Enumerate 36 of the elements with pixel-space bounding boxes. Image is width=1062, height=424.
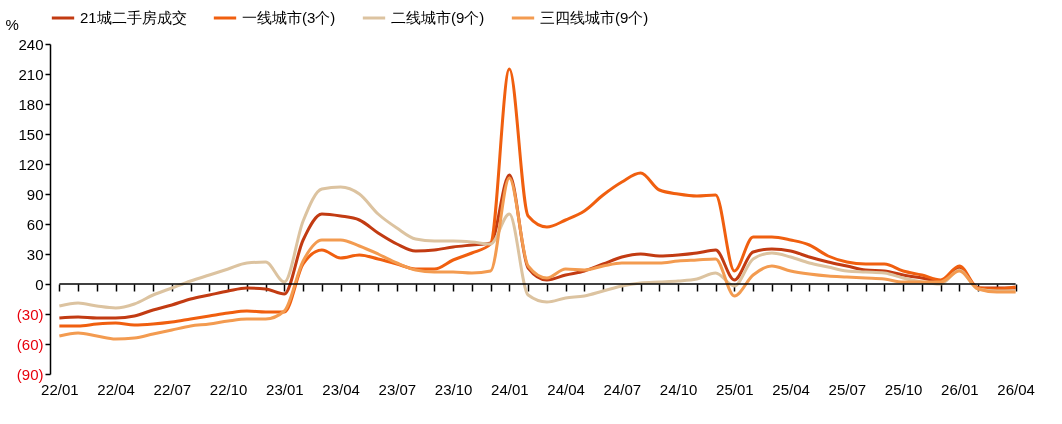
- y-tick-label: 30: [26, 245, 44, 263]
- y-tick-label: (30): [16, 305, 44, 323]
- y-tick-label: (60): [16, 335, 44, 353]
- x-tick-label: 22/04: [97, 380, 135, 398]
- y-tick-label: 180: [18, 95, 44, 113]
- x-tick-label: 24/04: [547, 380, 585, 398]
- x-tick-label: 25/10: [884, 380, 923, 398]
- y-tick-label: 210: [18, 65, 44, 83]
- x-tick-label: 25/04: [772, 380, 810, 398]
- y-tick-label: 150: [18, 125, 44, 143]
- y-tick-label: 240: [18, 35, 44, 53]
- legend-label: 21城二手房成交: [80, 9, 187, 26]
- x-tick-label: 23/01: [266, 380, 304, 398]
- legend-label: 二线城市(9个): [391, 9, 485, 26]
- x-tick-label: 26/01: [941, 380, 979, 398]
- x-tick-label: 22/07: [153, 380, 192, 398]
- x-tick-label: 22/01: [41, 380, 79, 398]
- x-tick-label: 24/07: [603, 380, 642, 398]
- y-axis-title: %: [5, 15, 19, 33]
- x-tick-label: 25/07: [828, 380, 867, 398]
- x-tick-label: 26/04: [997, 380, 1035, 398]
- y-tick-label: 90: [26, 185, 44, 203]
- x-tick-label: 23/10: [434, 380, 473, 398]
- x-tick-label: 25/01: [716, 380, 754, 398]
- x-tick-label: 24/10: [659, 380, 698, 398]
- y-tick-label: 120: [18, 155, 44, 173]
- y-tick-label: (90): [16, 365, 44, 383]
- x-tick-label: 23/04: [322, 380, 360, 398]
- x-tick-label: 23/07: [378, 380, 417, 398]
- x-tick-label: 24/01: [491, 380, 529, 398]
- y-tick-label: 0: [35, 275, 44, 293]
- legend-label: 一线城市(3个): [242, 9, 336, 26]
- x-tick-label: 22/10: [209, 380, 248, 398]
- line-series: [57, 67, 1018, 328]
- legend-label: 三四线城市(9个): [540, 9, 649, 26]
- y-tick-label: 60: [26, 215, 44, 233]
